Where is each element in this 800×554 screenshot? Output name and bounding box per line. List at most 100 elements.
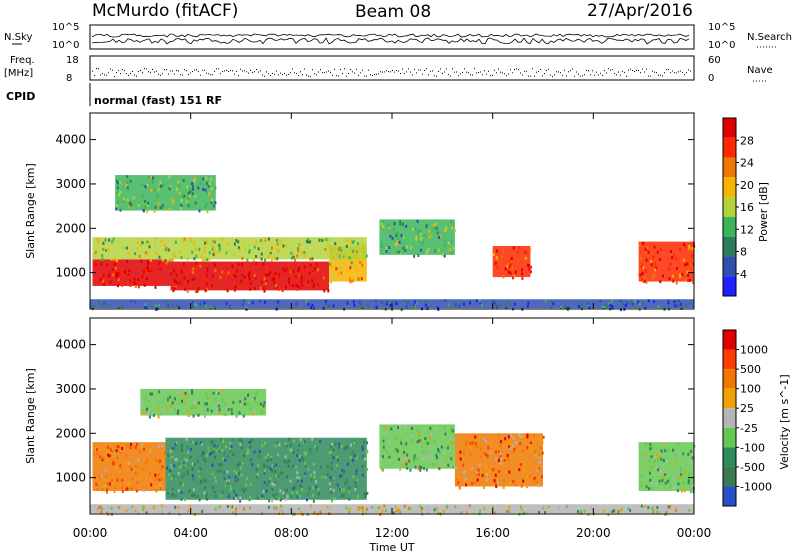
velocity-colorbar-label: Velocity [m s^-1] — [778, 374, 791, 469]
velocity-cell — [290, 495, 293, 499]
power-cell — [134, 281, 137, 285]
velocity-cell — [277, 474, 280, 478]
velocity-cell — [116, 478, 119, 482]
power-cell — [516, 250, 519, 254]
power-cell — [210, 284, 213, 288]
velocity-cell — [364, 495, 367, 498]
velocity-cell — [656, 465, 659, 469]
freq-point — [422, 73, 423, 75]
power-cell — [206, 210, 209, 214]
power-cell — [382, 220, 385, 224]
velocity-cell — [148, 396, 151, 400]
freq-point — [350, 69, 351, 70]
velocity-cell — [276, 441, 279, 445]
freq-point — [410, 71, 411, 73]
power-cell — [108, 238, 111, 242]
power-cell — [204, 246, 206, 250]
power-cell — [580, 303, 583, 307]
power-cell — [273, 277, 276, 280]
power-cell — [235, 275, 237, 279]
velocity-cell — [491, 468, 494, 472]
power-cell — [421, 238, 424, 242]
power-cell — [656, 250, 659, 254]
velocity-cell — [541, 451, 544, 455]
power-cell — [552, 302, 555, 306]
power-cell — [687, 269, 690, 273]
velocity-cell — [523, 439, 526, 443]
freq-point — [526, 70, 527, 72]
power-cell — [650, 260, 652, 264]
power-cell — [147, 262, 150, 266]
velocity-cell — [150, 483, 153, 487]
freq-point — [230, 70, 231, 72]
power-cell — [225, 275, 228, 279]
freq-point — [370, 74, 371, 76]
freq-point — [138, 71, 139, 73]
velocity-cell — [253, 399, 256, 403]
velocity-cell — [447, 463, 450, 467]
velocity-cell — [186, 472, 189, 476]
power-cell — [405, 224, 408, 228]
power-cell — [611, 306, 614, 310]
freq-point — [92, 70, 93, 72]
freq-point — [100, 74, 101, 76]
velocity-cell — [171, 455, 174, 459]
power-cell — [653, 245, 656, 249]
power-cell — [126, 259, 129, 263]
power-cell — [375, 299, 378, 303]
velocity-cell — [526, 435, 529, 439]
velocity-cell — [509, 482, 511, 486]
power-cell — [144, 205, 147, 209]
velocity-cell — [469, 441, 472, 445]
power-cell — [445, 226, 448, 230]
velocity-cell — [526, 475, 529, 479]
velocity-colorbar-swatch — [723, 388, 736, 409]
freq-point — [394, 71, 395, 73]
power-cell — [274, 256, 277, 260]
power-cell — [641, 265, 643, 269]
freq-point — [682, 71, 683, 73]
freq-point — [144, 68, 145, 70]
power-cell — [453, 246, 456, 250]
power-cell — [231, 273, 234, 277]
power-cell — [307, 269, 310, 273]
power-cell — [102, 247, 105, 251]
power-cell — [175, 280, 178, 284]
velocity-cell — [503, 461, 506, 465]
power-cell — [673, 304, 676, 308]
power-cell — [105, 249, 107, 253]
velocity-cell — [449, 442, 452, 445]
velocity-cell — [144, 396, 147, 400]
velocity-cell — [117, 505, 120, 509]
nsky-line — [91, 37, 690, 45]
velocity-cell — [306, 498, 308, 502]
power-cell — [174, 240, 177, 244]
velocity-cell — [239, 438, 242, 442]
power-cell — [98, 300, 101, 304]
velocity-cell — [354, 487, 357, 491]
velocity-cell — [171, 401, 174, 405]
freq-point — [214, 70, 215, 72]
velocity-cell — [155, 485, 157, 489]
velocity-cell — [173, 464, 176, 468]
power-cell — [211, 274, 214, 278]
velocity-cell — [108, 454, 111, 458]
power-cell — [450, 240, 453, 244]
velocity-cell — [483, 507, 486, 511]
power-cell — [413, 254, 416, 258]
power-cell — [172, 289, 175, 293]
freq-point — [684, 74, 685, 76]
velocity-cell — [403, 459, 406, 463]
freq-point — [662, 75, 663, 77]
power-cell — [350, 261, 353, 265]
velocity-cell — [174, 443, 177, 447]
power-cell — [475, 299, 478, 303]
power-cell — [259, 239, 262, 242]
freq-point — [316, 74, 317, 76]
power-cell — [469, 301, 471, 305]
velocity-cell — [438, 442, 441, 446]
velocity-cell — [463, 470, 466, 474]
velocity-cell — [176, 458, 179, 462]
power-cell — [578, 305, 580, 308]
velocity-cell — [418, 431, 421, 435]
